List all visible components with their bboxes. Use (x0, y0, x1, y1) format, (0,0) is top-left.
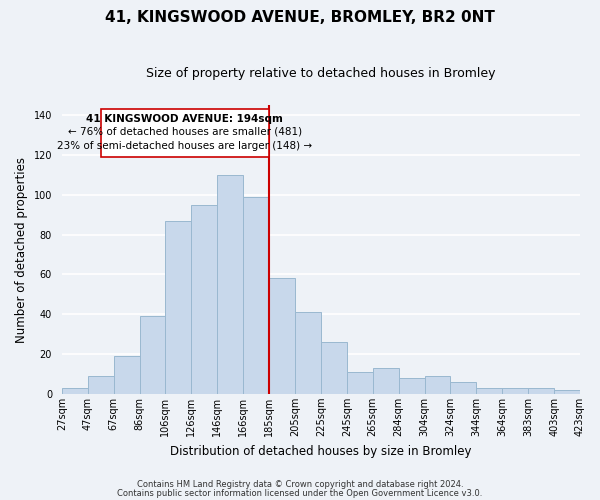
Bar (321, 342, 347, 394)
Bar (113, 356, 140, 394)
Bar (425, 376, 451, 394)
Text: 23% of semi-detached houses are larger (148) →: 23% of semi-detached houses are larger (… (57, 141, 313, 151)
FancyBboxPatch shape (101, 110, 269, 157)
Bar (166, 220, 191, 394)
Bar (217, 175, 243, 394)
Bar (243, 197, 269, 394)
Bar (373, 368, 398, 394)
Y-axis label: Number of detached properties: Number of detached properties (15, 156, 28, 342)
Bar (476, 388, 502, 394)
Title: Size of property relative to detached houses in Bromley: Size of property relative to detached ho… (146, 68, 496, 80)
Bar (191, 205, 217, 394)
Bar (451, 382, 476, 394)
Bar (269, 278, 295, 394)
X-axis label: Distribution of detached houses by size in Bromley: Distribution of detached houses by size … (170, 444, 472, 458)
Bar (62, 388, 88, 394)
Bar (528, 388, 554, 394)
Text: Contains HM Land Registry data © Crown copyright and database right 2024.: Contains HM Land Registry data © Crown c… (137, 480, 463, 489)
Bar (140, 316, 166, 394)
Bar (295, 312, 321, 394)
Text: ← 76% of detached houses are smaller (481): ← 76% of detached houses are smaller (48… (68, 127, 302, 137)
Bar (347, 372, 373, 394)
Bar (88, 376, 113, 394)
Bar (502, 388, 528, 394)
Bar (398, 378, 425, 394)
Text: Contains public sector information licensed under the Open Government Licence v3: Contains public sector information licen… (118, 489, 482, 498)
Bar (554, 390, 580, 394)
Text: 41, KINGSWOOD AVENUE, BROMLEY, BR2 0NT: 41, KINGSWOOD AVENUE, BROMLEY, BR2 0NT (105, 10, 495, 25)
Text: 41 KINGSWOOD AVENUE: 194sqm: 41 KINGSWOOD AVENUE: 194sqm (86, 114, 283, 124)
